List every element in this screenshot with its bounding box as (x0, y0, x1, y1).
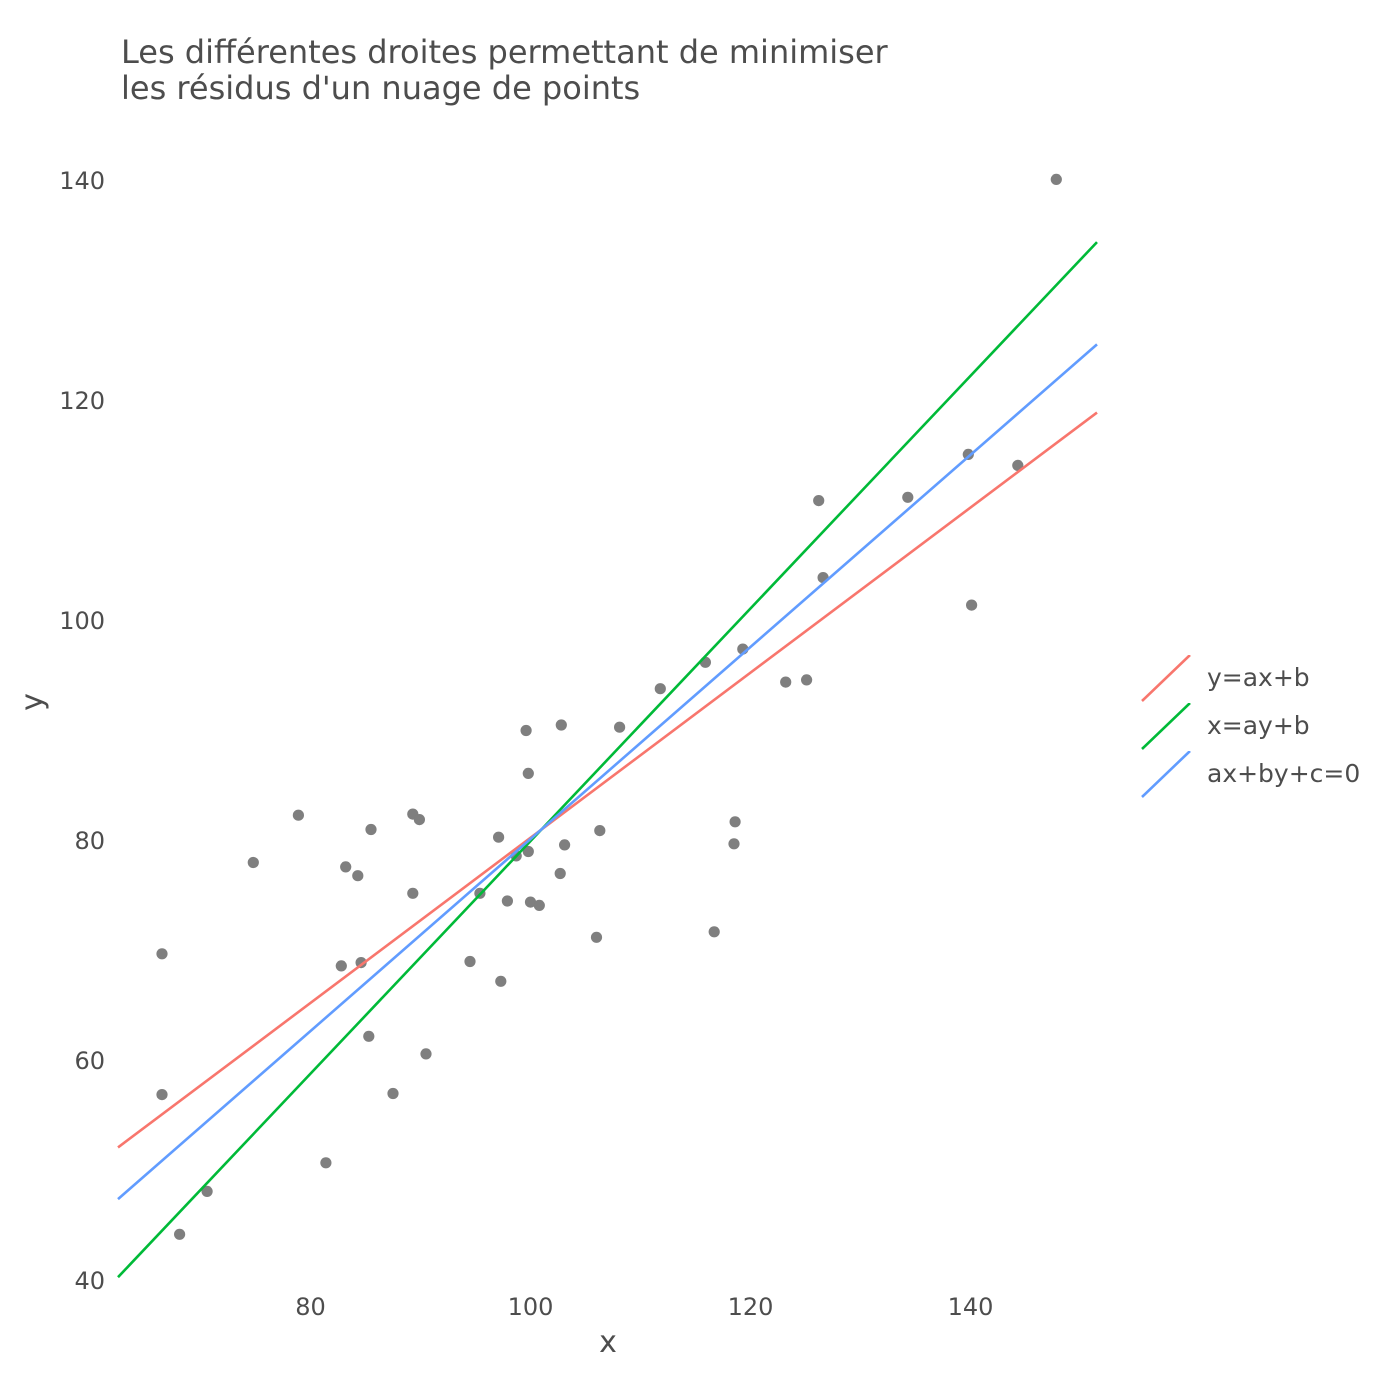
data-point (352, 870, 364, 882)
chart-title: Les différentes droites permettant de mi… (121, 34, 888, 106)
y-tick-label: 120 (59, 387, 105, 415)
regression-lines (117, 241, 1098, 1279)
data-point (594, 825, 606, 837)
scatter-points (156, 173, 1062, 1240)
data-point (1050, 173, 1062, 185)
x-axis-label: x (599, 1325, 617, 1360)
data-point (555, 719, 567, 731)
legend-label: y=ax+b (1207, 663, 1310, 692)
data-point (464, 955, 476, 968)
data-point (813, 495, 825, 507)
data-point (699, 656, 712, 668)
x-tick-label: 80 (295, 1293, 326, 1321)
series-line-2 (117, 241, 1098, 1279)
data-point (533, 899, 545, 912)
data-point (780, 676, 792, 688)
data-point (493, 831, 505, 843)
data-point (156, 1089, 168, 1101)
series-line-3 (117, 343, 1098, 1201)
data-point (501, 895, 513, 907)
data-point (654, 683, 666, 695)
data-point (522, 845, 534, 858)
legend-key-green (1141, 703, 1191, 750)
data-point (728, 838, 740, 850)
legend-key-line (1141, 703, 1191, 750)
data-point (902, 491, 914, 503)
x-tick-label: 100 (508, 1293, 554, 1321)
legend-key-red (1141, 655, 1191, 702)
y-tick-label: 60 (74, 1047, 105, 1075)
data-point (247, 856, 259, 869)
data-point (363, 1030, 375, 1042)
data-point (962, 448, 974, 460)
data-point (1012, 459, 1024, 471)
data-point (407, 887, 419, 899)
series-line-1 (117, 411, 1098, 1149)
data-point (340, 861, 352, 873)
data-point (559, 839, 571, 851)
data-point (554, 867, 566, 880)
data-point (966, 599, 978, 611)
data-point (708, 926, 720, 938)
y-tick-label: 40 (74, 1267, 105, 1295)
chart-title-line-2: les résidus d'un nuage de points (121, 69, 641, 107)
data-point (174, 1228, 186, 1240)
data-point (420, 1048, 432, 1060)
y-tick-label: 80 (74, 827, 105, 855)
y-tick-label: 100 (59, 607, 105, 635)
data-point (292, 809, 304, 821)
x-tick-label: 120 (728, 1293, 774, 1321)
legend-key-blue (1141, 751, 1191, 798)
legend-key-line (1141, 751, 1191, 798)
data-point (590, 931, 603, 943)
data-point (520, 724, 532, 737)
data-point (335, 960, 347, 972)
data-point (413, 814, 425, 826)
y-axis-ticks: 40 60 80 100 120 140 (59, 167, 105, 1295)
x-axis-ticks: 80 100 120 140 (295, 1293, 993, 1321)
data-point (495, 975, 507, 987)
legend-label: x=ay+b (1207, 711, 1310, 740)
data-point (614, 721, 626, 733)
data-point (201, 1185, 213, 1197)
legend-label: ax+by+c=0 (1207, 759, 1361, 788)
data-point (524, 896, 537, 908)
y-axis-label: y (15, 693, 50, 711)
data-point (365, 823, 377, 836)
data-point (801, 674, 813, 686)
data-point (729, 816, 741, 828)
data-point (320, 1157, 332, 1169)
data-point (387, 1087, 399, 1100)
x-tick-label: 140 (948, 1293, 994, 1321)
y-tick-label: 140 (59, 167, 105, 195)
legend-key-line (1141, 655, 1191, 702)
data-point (355, 957, 367, 969)
data-point (156, 948, 168, 960)
data-point (522, 767, 534, 780)
chart-title-line-1: Les différentes droites permettant de mi… (121, 33, 888, 71)
